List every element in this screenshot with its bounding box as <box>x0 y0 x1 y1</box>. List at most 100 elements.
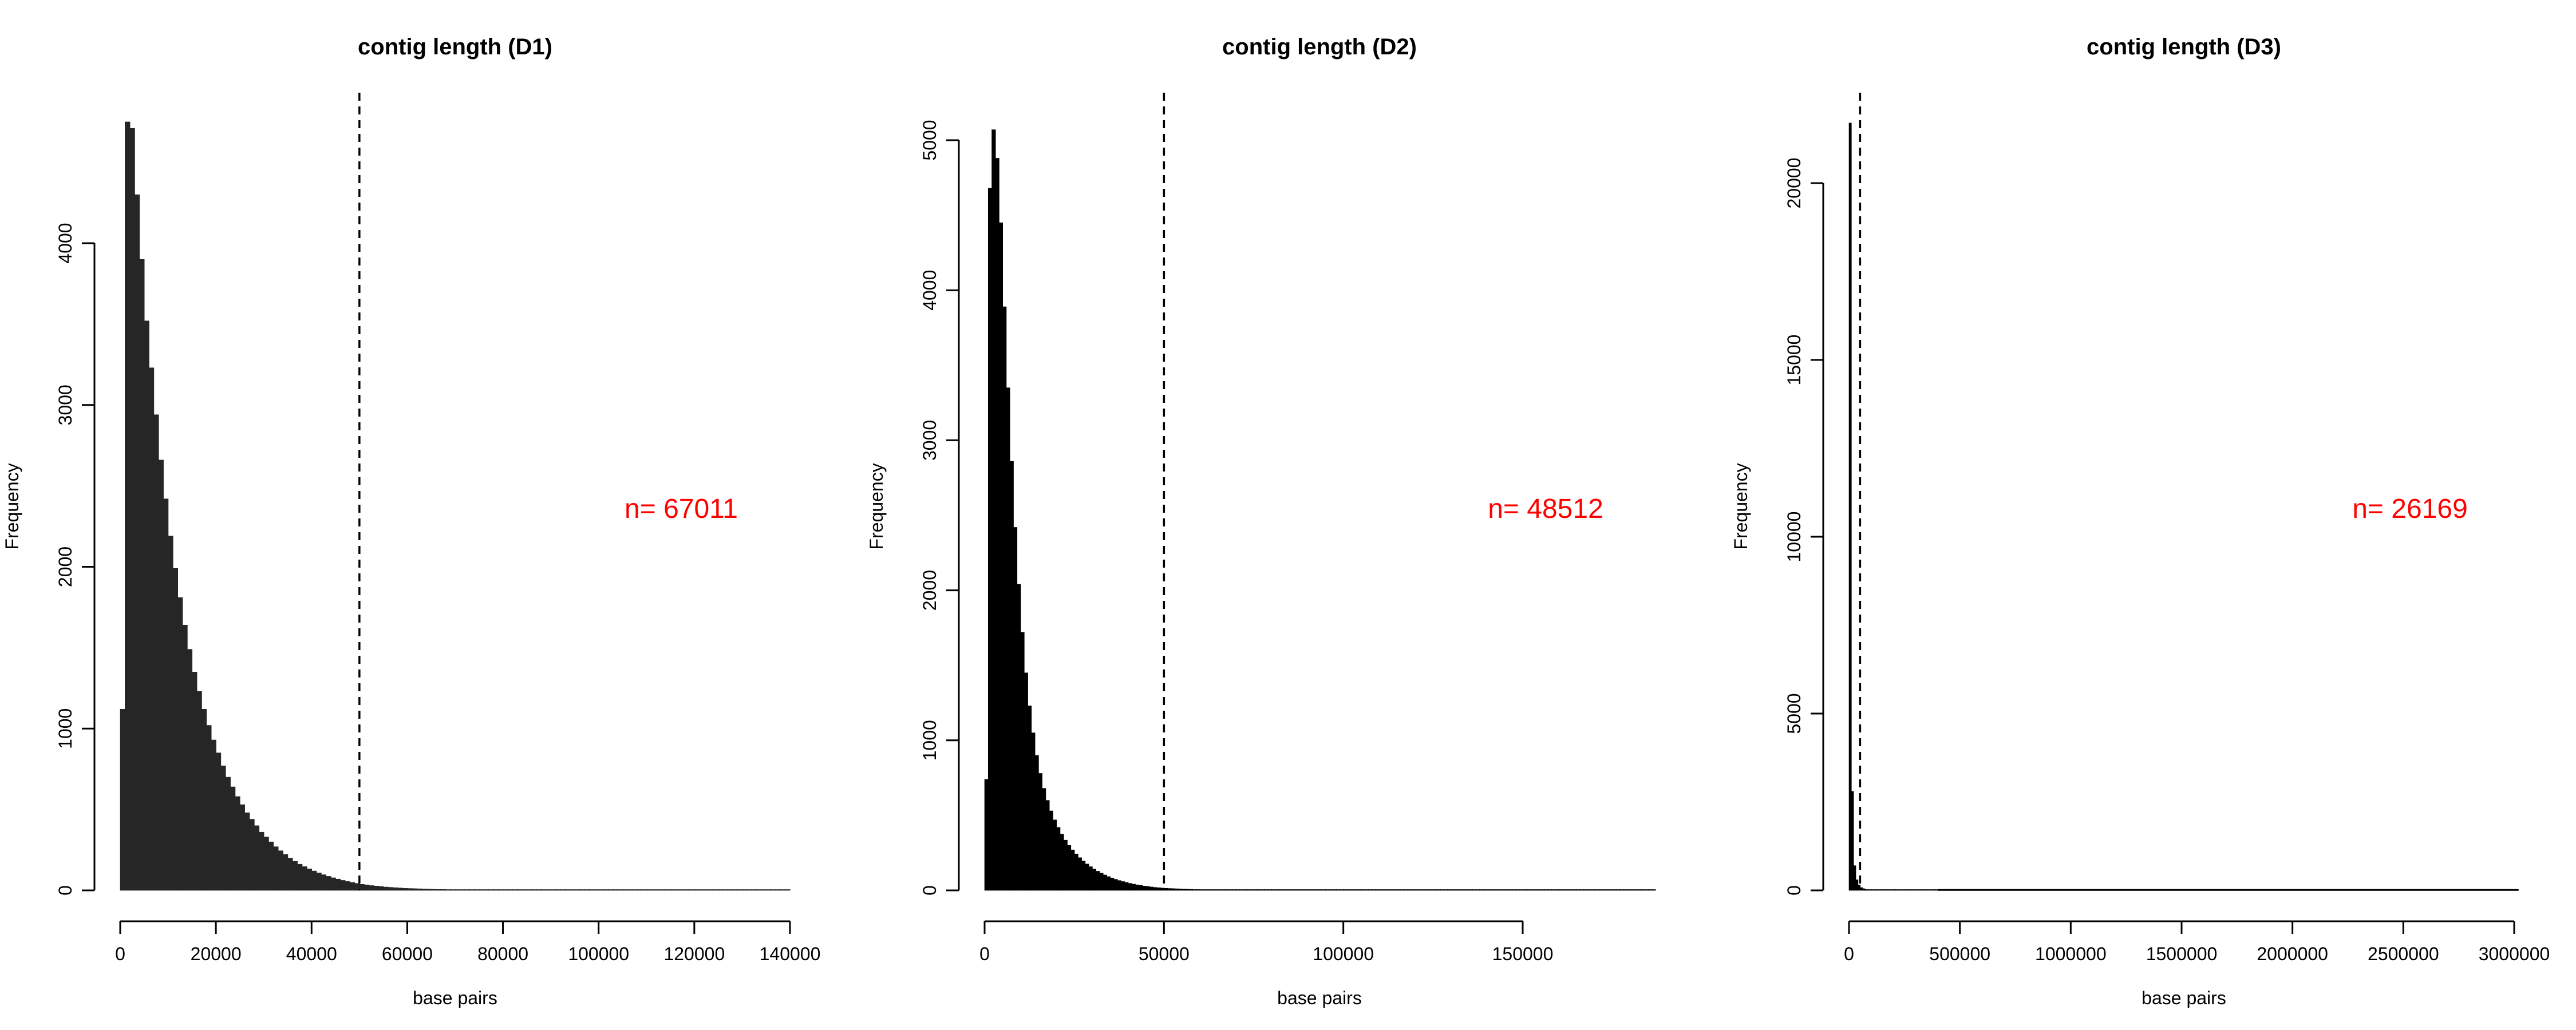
histogram-bar <box>1020 632 1025 891</box>
histogram-bar <box>349 882 355 891</box>
histogram-bar <box>742 889 748 891</box>
histogram-bar <box>1530 889 1534 891</box>
histogram-bar <box>1508 889 1512 891</box>
histogram-bar <box>1235 889 1240 891</box>
histogram-bar <box>1576 889 1581 891</box>
histogram-bar <box>1447 889 1452 891</box>
histogram-bar <box>1106 876 1111 891</box>
histogram-bar <box>1314 889 1319 891</box>
histogram-bar <box>1615 889 1620 891</box>
histogram-bar <box>1422 889 1427 891</box>
x-tick-label: 120000 <box>663 944 725 964</box>
histogram-bar <box>1242 889 1247 891</box>
x-tick-label: 1000000 <box>2035 944 2107 964</box>
histogram-bar <box>670 889 676 891</box>
histogram-bar <box>1472 889 1477 891</box>
histogram-bar <box>775 889 781 891</box>
histogram-bar <box>1006 387 1010 891</box>
histogram-bar <box>1267 889 1273 891</box>
histogram-bar <box>416 888 422 891</box>
histogram-bar <box>1092 869 1096 891</box>
histogram-bar <box>273 846 279 891</box>
histogram-bar <box>512 889 518 891</box>
histogram-bar <box>1382 889 1387 891</box>
histogram-bar <box>1644 889 1649 891</box>
histogram-bar <box>168 536 173 891</box>
chart-panel-3: contig length (D3) 0 500000 1000000 1500000 2… <box>1730 34 2550 1008</box>
histogram-bar <box>1203 889 1208 891</box>
histogram-bar <box>1562 889 1566 891</box>
histogram-bar <box>1587 889 1591 891</box>
histogram-bar <box>1515 889 1520 891</box>
histogram-bar <box>665 889 671 891</box>
histogram-bar <box>125 121 131 891</box>
histogram-bar <box>998 222 1003 891</box>
histogram-bar <box>1565 889 1570 891</box>
histogram-bar <box>120 709 126 891</box>
histogram-bar <box>1085 863 1089 891</box>
histogram-bar <box>751 889 757 891</box>
histogram-bar <box>1099 873 1104 891</box>
histogram-bar <box>1275 889 1279 891</box>
histogram-bar <box>373 886 379 891</box>
histogram-bar <box>1325 889 1330 891</box>
histogram-bar <box>144 320 149 891</box>
histogram-bar <box>1329 889 1333 891</box>
histogram-bar <box>1393 889 1398 891</box>
histogram-bar <box>1386 889 1390 891</box>
histogram-bar <box>1250 889 1254 891</box>
histogram-bar <box>1246 889 1251 891</box>
y-tick-label: 5000 <box>919 120 940 160</box>
x-tick-label: 80000 <box>477 944 528 964</box>
histogram-bar <box>631 889 638 891</box>
histogram-bar <box>479 889 484 891</box>
histogram-bar <box>244 812 250 891</box>
histogram-bar <box>1397 889 1401 891</box>
histogram-bar <box>1619 889 1624 891</box>
histogram-bar <box>1178 889 1183 891</box>
histogram-bar <box>1494 889 1498 891</box>
histogram-bar <box>1303 889 1308 891</box>
histogram-bar <box>756 889 762 891</box>
histogram-bar <box>1544 889 1548 891</box>
histogram-bar <box>1346 889 1351 891</box>
histogram-bar <box>1074 853 1078 891</box>
histogram-bar <box>1408 889 1412 891</box>
histogram-bar <box>1375 889 1380 891</box>
histogram-bar <box>991 129 996 891</box>
histogram-bar <box>1526 889 1531 891</box>
histogram-bar <box>1139 885 1143 891</box>
histogram-bar <box>708 889 714 891</box>
histogram-bar <box>713 889 719 891</box>
histogram-bar <box>1626 889 1631 891</box>
histogram-bar <box>1454 889 1459 891</box>
histogram-bar <box>493 889 499 891</box>
histogram-bar <box>1350 889 1355 891</box>
histogram-bar <box>1239 889 1243 891</box>
histogram-bar <box>1598 889 1602 891</box>
histogram-bar <box>139 259 145 891</box>
histogram-bar <box>1633 889 1638 891</box>
histogram-bar <box>177 597 183 891</box>
histogram-bar <box>1282 889 1287 891</box>
histogram-bar <box>1340 889 1344 891</box>
histogram-bar <box>732 889 738 891</box>
chart-panel-2: contig length (D2)0 50000 100000 150000base… <box>866 34 1656 1008</box>
histogram-bar <box>1167 888 1172 891</box>
histogram-bar <box>1063 839 1068 891</box>
histogram-bar <box>651 889 657 891</box>
histogram-bar <box>722 889 729 891</box>
y-tick-label: 1000 <box>919 720 940 760</box>
histogram-bar <box>1336 889 1341 891</box>
histogram-bar <box>225 777 231 891</box>
histogram-bar <box>550 889 556 891</box>
histogram-bar <box>1221 889 1226 891</box>
x-tick-label: 60000 <box>382 944 433 964</box>
histogram-bar <box>1935 889 1938 891</box>
histogram-bar <box>201 709 207 891</box>
histogram-bar <box>1404 889 1409 891</box>
histogram-bar <box>1135 884 1140 891</box>
histogram-bar <box>1210 889 1215 891</box>
histogram-bar <box>1060 834 1064 891</box>
histogram-bar <box>340 880 346 891</box>
